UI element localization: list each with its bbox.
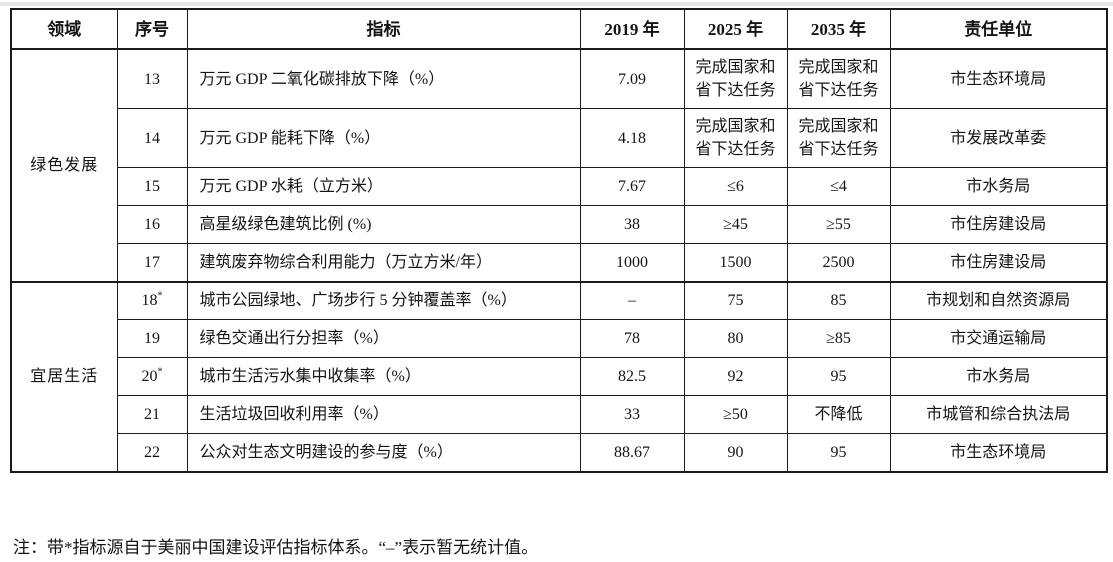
- header-2025: 2025 年: [683, 8, 788, 50]
- table-row: 15 万元 GDP 水耗（立方米） 7.67 ≤6 ≤4 市水务局: [11, 167, 1108, 206]
- table-row: 14 万元 GDP 能耗下降（%） 4.18 完成国家和省下达任务 完成国家和省下达任务…: [11, 108, 1108, 168]
- value-2025-cell: 1500: [683, 243, 788, 282]
- value-2035-cell: ≥55: [786, 205, 891, 244]
- responsible-unit-cell: 市生态环境局: [889, 48, 1108, 109]
- value-2025-cell: 90: [683, 433, 788, 472]
- value-2035-cell: ≤4: [786, 167, 891, 206]
- indicator-cell: 万元 GDP 水耗（立方米）: [186, 167, 581, 206]
- footnote-star: *: [157, 366, 163, 378]
- header-field: 领域: [10, 8, 118, 50]
- indicator-cell: 城市公园绿地、广场步行 5 分钟覆盖率（%）: [186, 280, 581, 320]
- indicator-cell: 公众对生态文明建设的参与度（%）: [186, 433, 581, 472]
- table-body: 绿色发展 13 万元 GDP 二氧化碳排放下降（%） 7.09 完成国家和省下达任务 完成…: [10, 48, 1108, 472]
- table-row: 17 建筑废弃物综合利用能力（万立方米/年） 1000 1500 2500 市住房建设局: [11, 243, 1108, 282]
- value-2025-cell: 完成国家和省下达任务: [683, 108, 788, 168]
- table-row: 21 生活垃圾回收利用率（%） 33 ≥50 不降低 市城管和综合执法局: [11, 395, 1108, 434]
- indicator-cell: 绿色交通出行分担率（%）: [186, 319, 581, 358]
- table-row: 20* 城市生活污水集中收集率（%） 82.5 92 95 市水务局: [11, 357, 1108, 396]
- field-cell: 绿色发展: [10, 48, 118, 282]
- header-2019: 2019 年: [579, 8, 685, 50]
- responsible-unit-cell: 市规划和自然资源局: [889, 280, 1108, 320]
- header-serial: 序号: [116, 8, 188, 50]
- responsible-unit-cell: 市城管和综合执法局: [889, 395, 1108, 434]
- indicator-cell: 万元 GDP 二氧化碳排放下降（%）: [186, 48, 581, 109]
- header-2035: 2035 年: [786, 8, 891, 50]
- indicator-cell: 建筑废弃物综合利用能力（万立方米/年）: [186, 243, 581, 282]
- table-header: 领域 序号 指标 2019 年 2025 年 2035 年 责任单位: [10, 8, 1108, 50]
- header-unit: 责任单位: [889, 8, 1108, 50]
- serial-number-cell: 22: [116, 433, 188, 472]
- responsible-unit-cell: 市发展改革委: [889, 108, 1108, 168]
- serial-number-cell: 21: [116, 395, 188, 434]
- value-2019-cell: 78: [579, 319, 685, 358]
- value-2035-cell: 不降低: [786, 395, 891, 434]
- value-2019-cell: 4.18: [579, 108, 685, 168]
- serial-number-cell: 16: [116, 205, 188, 244]
- serial-number-cell: 20*: [116, 357, 188, 396]
- serial-number-cell: 13: [116, 48, 188, 109]
- serial-number-cell: 19: [116, 319, 188, 358]
- responsible-unit-cell: 市水务局: [889, 167, 1108, 206]
- table-note: 注：带*指标源自于美丽中国建设评估指标体系。“–”表示暂无统计值。: [13, 538, 539, 557]
- field-cell: 宜居生活: [10, 280, 118, 472]
- indicator-cell: 万元 GDP 能耗下降（%）: [186, 108, 581, 168]
- value-2035-cell: 完成国家和省下达任务: [786, 48, 891, 109]
- value-2035-cell: 完成国家和省下达任务: [786, 108, 891, 168]
- serial-number-cell: 14: [116, 108, 188, 168]
- value-2019-cell: –: [579, 280, 685, 320]
- table-row: 宜居生活 18* 城市公园绿地、广场步行 5 分钟覆盖率（%） –75 85 市规划和自然…: [10, 280, 1108, 472]
- indicator-cell: 高星级绿色建筑比例 (%): [186, 205, 581, 244]
- value-2035-cell: 95: [786, 433, 891, 472]
- value-2025-cell: 完成国家和省下达任务: [683, 48, 788, 109]
- indicators-table: 领域 序号 指标 2019 年 2025 年 2035 年 责任单位 绿色发展 1…: [10, 8, 1108, 473]
- responsible-unit-cell: 市住房建设局: [889, 205, 1108, 244]
- value-2019-cell: 38: [579, 205, 685, 244]
- value-2019-cell: 88.67: [579, 433, 685, 472]
- indicator-cell: 生活垃圾回收利用率（%）: [186, 395, 581, 434]
- header-indicator: 指标: [186, 8, 581, 50]
- responsible-unit-cell: 市住房建设局: [889, 243, 1108, 282]
- value-2025-cell: ≤6: [683, 167, 788, 206]
- responsible-unit-cell: 市生态环境局: [889, 433, 1108, 472]
- serial-number-cell: 17: [116, 243, 188, 282]
- value-2025-cell: 92: [683, 357, 788, 396]
- value-2019-cell: 1000: [579, 243, 685, 282]
- indicator-cell: 城市生活污水集中收集率（%）: [186, 357, 581, 396]
- value-2025-cell: ≥50: [683, 395, 788, 434]
- value-2025-cell: 75: [683, 280, 788, 320]
- value-2025-cell: 80: [683, 319, 788, 358]
- serial-number-cell: 18*: [116, 280, 188, 320]
- value-2035-cell: 2500: [786, 243, 891, 282]
- table-row: 16 高星级绿色建筑比例 (%) 38 ≥45 ≥55 市住房建设局: [11, 205, 1108, 244]
- table-row: 19 绿色交通出行分担率（%） 78 80 ≥85 市交通运输局: [11, 319, 1108, 358]
- page-top-edge: [0, 2, 1113, 6]
- serial-number-cell: 15: [116, 167, 188, 206]
- value-2019-cell: 82.5: [579, 357, 685, 396]
- responsible-unit-cell: 市水务局: [889, 357, 1108, 396]
- value-2025-cell: ≥45: [683, 205, 788, 244]
- table-row: 绿色发展 13 万元 GDP 二氧化碳排放下降（%） 7.09 完成国家和省下达任务 完成…: [10, 48, 1108, 282]
- value-2035-cell: 85: [786, 280, 891, 320]
- table-row: 22 公众对生态文明建设的参与度（%） 88.67 90 95 市生态环境局: [11, 433, 1108, 472]
- value-2019-cell: 7.67: [579, 167, 685, 206]
- responsible-unit-cell: 市交通运输局: [889, 319, 1108, 358]
- value-2019-cell: 33: [579, 395, 685, 434]
- value-2035-cell: ≥85: [786, 319, 891, 358]
- value-2019-cell: 7.09: [579, 48, 685, 109]
- footnote-star: *: [157, 290, 163, 302]
- header-row: 领域 序号 指标 2019 年 2025 年 2035 年 责任单位: [10, 8, 1108, 50]
- value-2035-cell: 95: [786, 357, 891, 396]
